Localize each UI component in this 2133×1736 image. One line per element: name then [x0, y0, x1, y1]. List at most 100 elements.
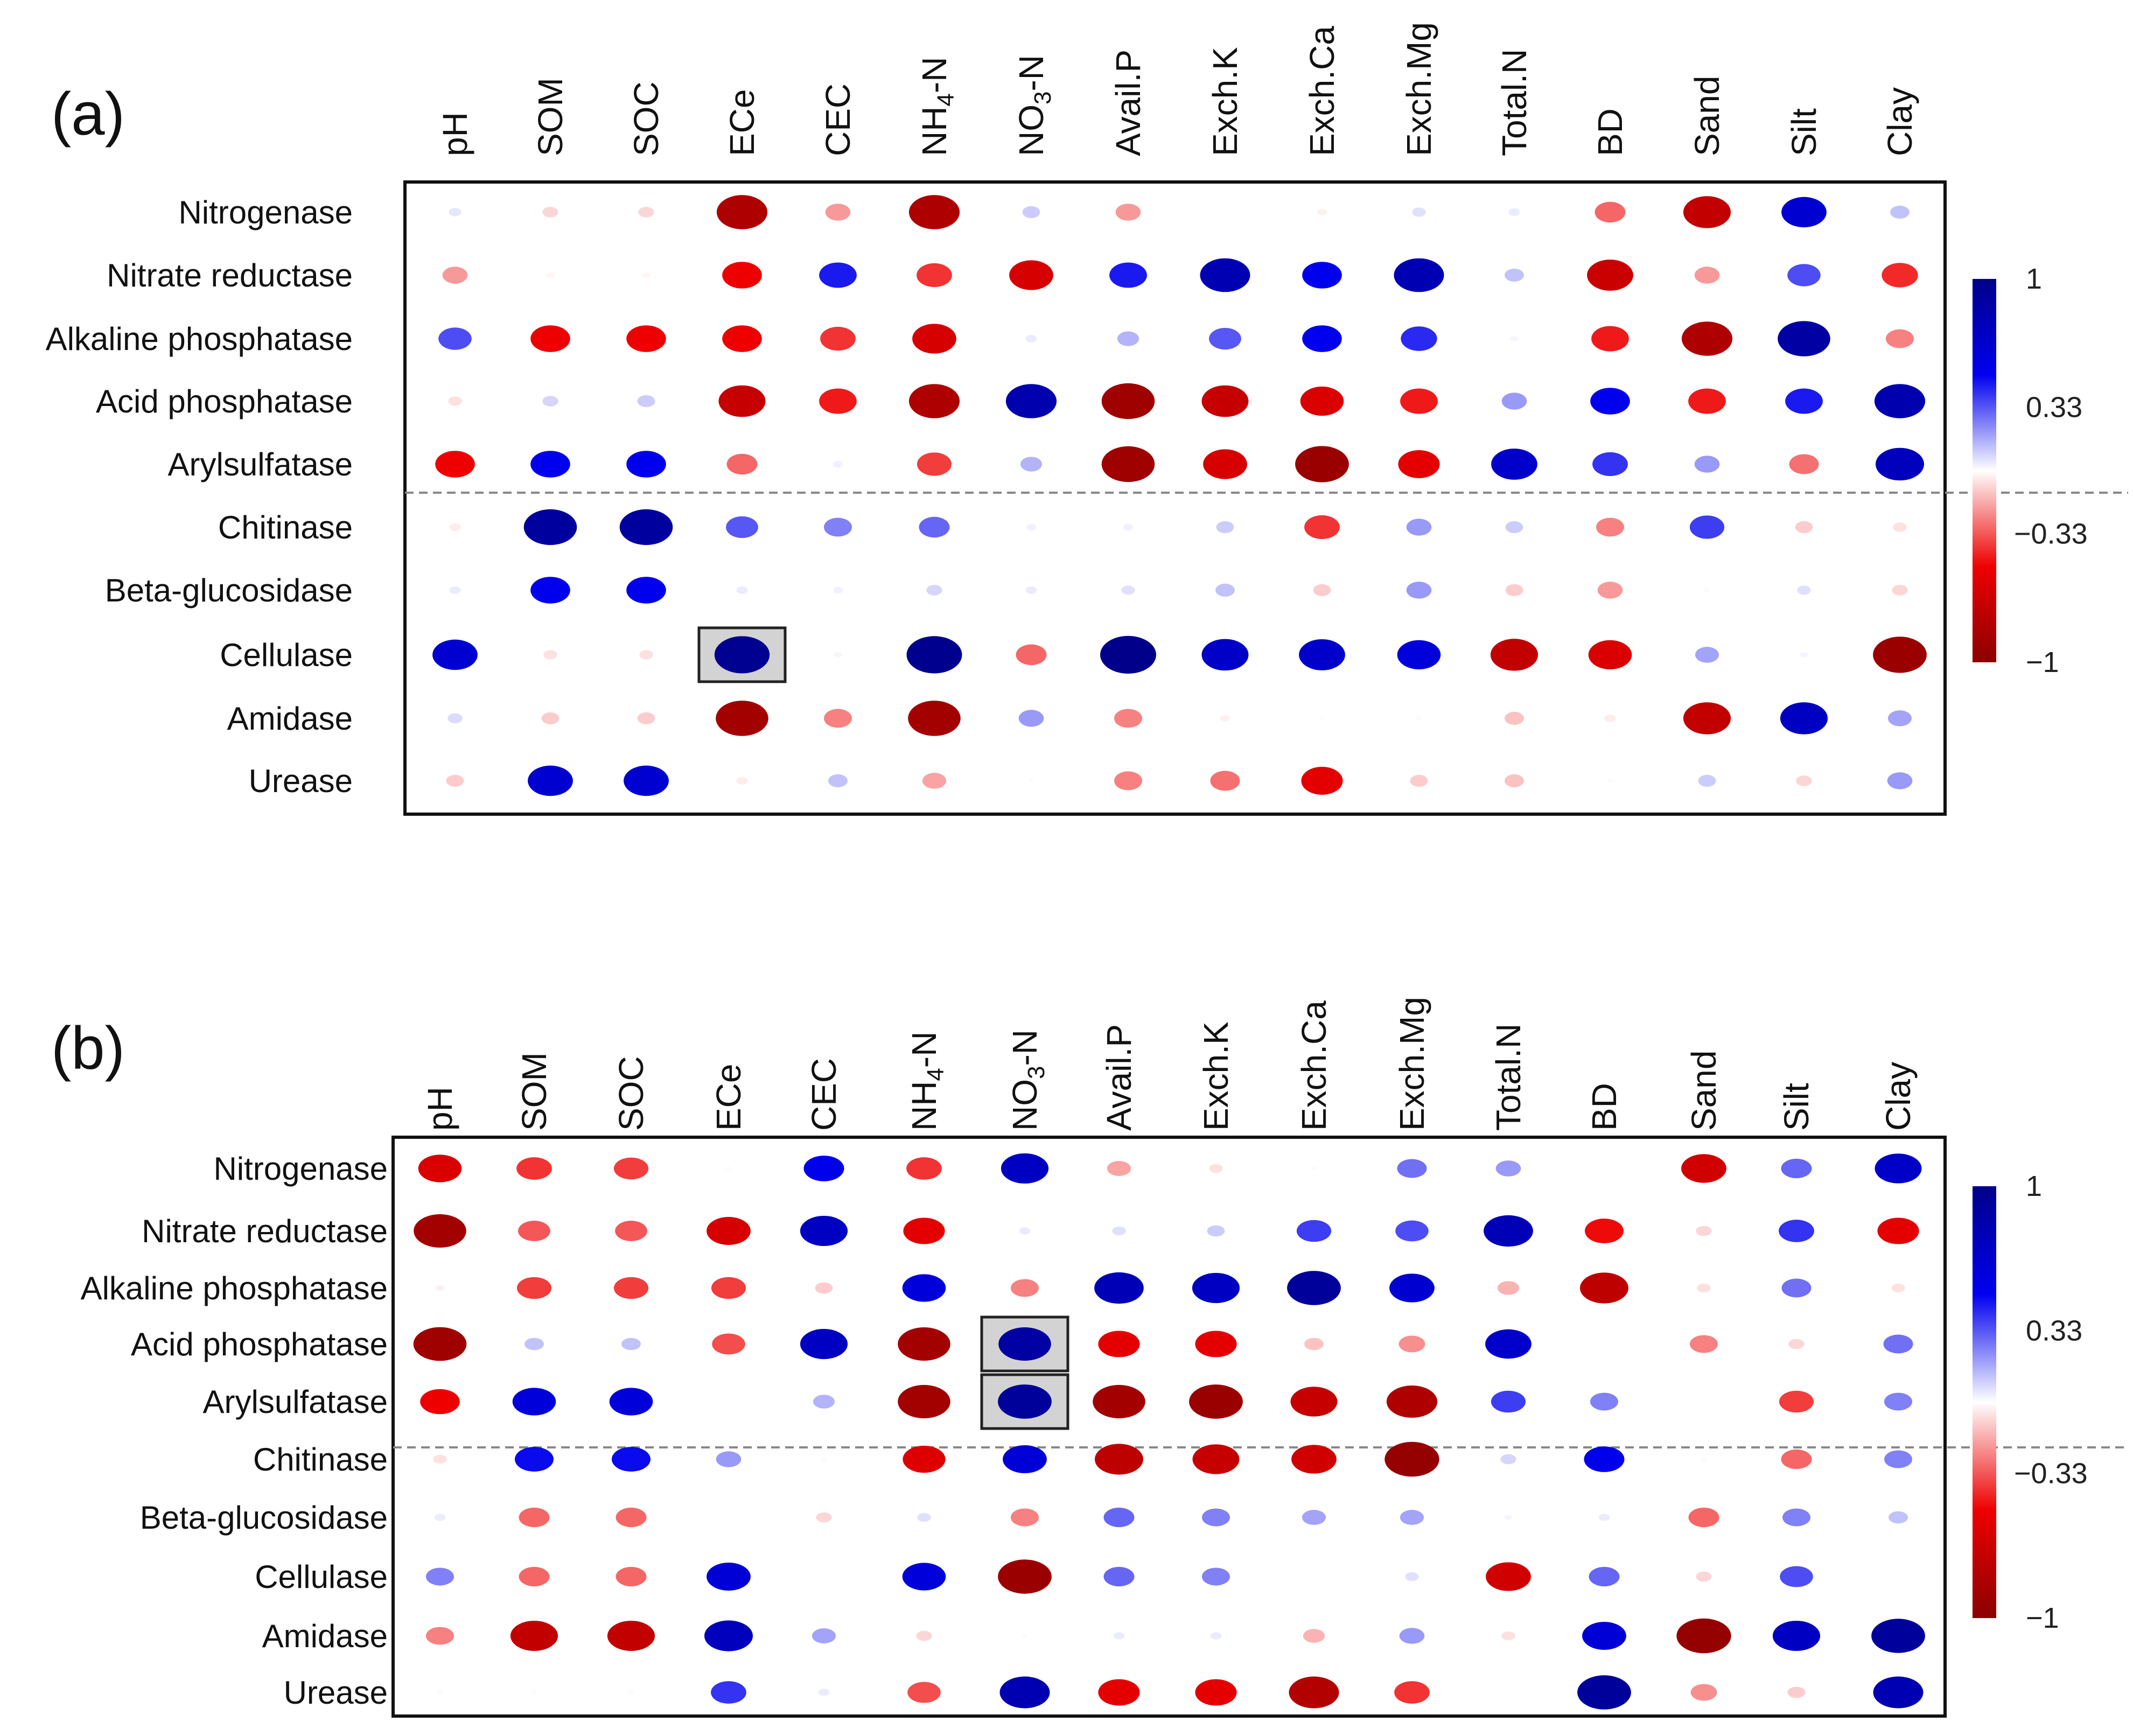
column-label-soc: SOC [627, 81, 666, 156]
corr-mark-beta-glucosidase-exch-mg [1400, 1510, 1424, 1525]
corr-mark-arylsulfatase-total-n [1491, 449, 1537, 480]
corr-mark-chitinase-ece [726, 516, 758, 538]
corr-mark-acid-phosphatase-exch-ca [1304, 1338, 1324, 1350]
corr-mark-amidase-exch-mg [1416, 716, 1422, 720]
corr-mark-nitrate-reductase-bd [1587, 260, 1633, 291]
corr-mark-chitinase-total-n [1505, 521, 1523, 534]
corr-mark-acid-phosphatase-exch-mg [1400, 388, 1438, 414]
row-label-urease: Urease [249, 763, 353, 799]
corr-mark-nitrogenase-silt [1781, 1158, 1812, 1179]
corr-mark-alkaline-phosphatase-bd [1591, 326, 1629, 352]
corr-mark-nitrogenase-exch-mg [1412, 207, 1426, 217]
row-label-beta-glucosidase: Beta-glucosidase [105, 572, 353, 608]
row-label-urease: Urease [284, 1675, 388, 1711]
colorbar-tick-label: 1 [2026, 1170, 2042, 1202]
corr-mark-nitrate-reductase-ph [414, 1214, 466, 1248]
corr-mark-amidase-som [510, 1621, 558, 1651]
column-label-exch-mg: Exch.Mg [1393, 997, 1431, 1131]
corr-mark-cellulase-ece [714, 636, 770, 674]
corr-mark-beta-glucosidase-avail-p [1121, 585, 1135, 595]
corr-mark-alkaline-phosphatase-soc [626, 325, 666, 352]
corr-mark-arylsulfatase-exch-mg [1398, 450, 1440, 478]
corr-mark-alkaline-phosphatase-silt [1778, 321, 1830, 356]
corr-mark-urease-sand [1690, 1684, 1717, 1701]
corr-mark-acid-phosphatase-no3-n [1005, 384, 1057, 418]
column-label-cec: CEC [819, 83, 857, 156]
colorbar-tick-label: 0.33 [2026, 1315, 2082, 1347]
column-label-clay: Clay [1879, 1062, 1918, 1131]
corr-mark-cellulase-ph [432, 639, 478, 670]
column-label-no3-n: NO3-N [1005, 1030, 1050, 1131]
corr-mark-urease-avail-p [1114, 771, 1142, 790]
corr-mark-cellulase-no3-n [1016, 644, 1047, 666]
corr-mark-arylsulfatase-nh4-n [917, 452, 952, 476]
row-label-acid-phosphatase: Acid phosphatase [96, 383, 353, 419]
colorbar-tick-label: −1 [2026, 646, 2059, 678]
corr-mark-arylsulfatase-som [530, 451, 570, 478]
corr-mark-acid-phosphatase-silt [1788, 1339, 1805, 1349]
column-label-total-n: Total.N [1489, 1024, 1528, 1131]
corr-mark-beta-glucosidase-sand [1704, 588, 1710, 592]
corr-mark-amidase-bd [1604, 715, 1616, 722]
corr-mark-nitrogenase-ph [418, 1154, 462, 1182]
corr-mark-nitrate-reductase-total-n [1484, 1215, 1533, 1247]
corr-mark-urease-sand [1698, 774, 1716, 787]
corr-mark-alkaline-phosphatase-cec [815, 1282, 833, 1294]
row-label-nitrogenase: Nitrogenase [178, 194, 353, 230]
corr-mark-nitrate-reductase-no3-n [1009, 260, 1053, 290]
corr-mark-urease-bd [1577, 1675, 1631, 1710]
corr-mark-nitrogenase-avail-p [1115, 204, 1141, 221]
corr-mark-chitinase-nh4-n [919, 516, 950, 538]
corr-mark-cellulase-total-n [1486, 1562, 1531, 1591]
colorbar-tick-label: −0.33 [2014, 1457, 2088, 1489]
corr-mark-chitinase-cec [824, 517, 852, 537]
corr-mark-arylsulfatase-soc [626, 451, 666, 478]
corr-mark-alkaline-phosphatase-exch-k [1192, 1273, 1240, 1303]
corr-mark-chitinase-nh4-n [903, 1445, 946, 1473]
colorbar-a: 1 0.33 −0.33 −1 [1973, 263, 2088, 678]
corr-mark-nitrate-reductase-exch-ca [1296, 1220, 1332, 1242]
colorbar-gradient [1973, 1186, 1996, 1618]
corr-mark-urease-som [528, 765, 573, 796]
corr-mark-arylsulfatase-exch-k [1203, 449, 1247, 479]
row-label-alkaline-phosphatase: Alkaline phosphatase [46, 321, 353, 357]
column-label-bd: BD [1591, 108, 1630, 156]
corr-mark-nitrate-reductase-sand [1696, 1226, 1712, 1236]
row-label-amidase: Amidase [227, 701, 353, 737]
row-label-nitrate-reductase: Nitrate reductase [142, 1213, 388, 1249]
corr-mark-nitrate-reductase-cec [819, 262, 857, 288]
corr-mark-chitinase-exch-k [1192, 1444, 1240, 1474]
corr-mark-acid-phosphatase-exch-ca [1300, 386, 1344, 416]
row-label-alkaline-phosphatase: Alkaline phosphatase [81, 1270, 388, 1306]
corr-mark-acid-phosphatase-silt [1785, 388, 1823, 414]
corr-mark-arylsulfatase-soc [609, 1388, 653, 1416]
corr-mark-chitinase-exch-ca [1304, 515, 1340, 540]
corr-mark-alkaline-phosphatase-no3-n [1025, 335, 1037, 342]
corr-mark-nitrate-reductase-clay [1882, 263, 1918, 288]
column-label-clay: Clay [1880, 87, 1919, 156]
corr-mark-arylsulfatase-ece [726, 453, 758, 475]
corr-mark-chitinase-sand [1701, 1457, 1707, 1461]
column-label-som: SOM [515, 1052, 554, 1131]
corr-mark-beta-glucosidase-silt [1797, 585, 1811, 595]
corr-mark-amidase-total-n [1505, 711, 1524, 725]
corr-mark-nitrogenase-cec [803, 1156, 844, 1181]
panel-label: (a) [51, 80, 125, 148]
corr-mark-alkaline-phosphatase-sand [1681, 321, 1733, 356]
corr-mark-cellulase-ece [707, 1563, 751, 1591]
corr-mark-cellulase-nh4-n [902, 1563, 946, 1591]
corr-mark-amidase-silt [1772, 1621, 1821, 1651]
corr-mark-amidase-no3-n [1022, 1634, 1028, 1638]
corr-mark-acid-phosphatase-exch-mg [1398, 1335, 1425, 1353]
corr-mark-amidase-cec [824, 709, 852, 728]
corr-mark-arylsulfatase-sand [1694, 456, 1720, 473]
corr-mark-arylsulfatase-cec [833, 460, 843, 468]
corr-mark-acid-phosphatase-bd [1590, 388, 1630, 415]
corr-mark-chitinase-som [523, 509, 577, 545]
column-label-total-n: Total.N [1495, 49, 1534, 156]
corr-mark-urease-ph [446, 774, 464, 787]
corr-mark-chitinase-clay [1893, 522, 1907, 532]
corr-mark-nitrogenase-silt [1781, 197, 1827, 228]
corr-mark-arylsulfatase-nh4-n [898, 1385, 950, 1418]
